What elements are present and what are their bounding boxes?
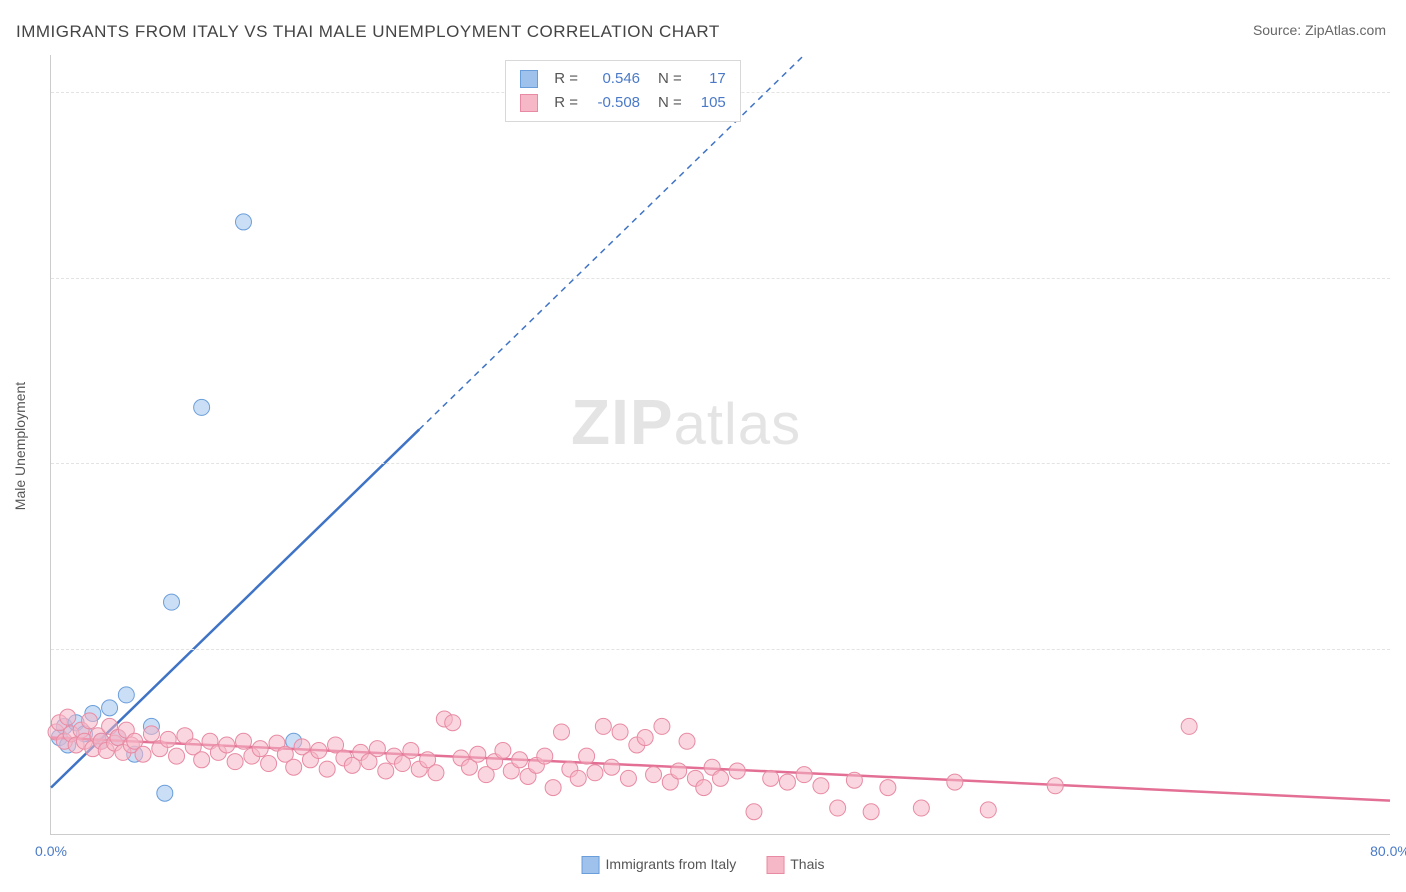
- scatter-plot-area: ZIPatlas 10.0%20.0%30.0%40.0%0.0%80.0%: [50, 55, 1390, 835]
- data-point-thai: [612, 724, 628, 740]
- data-point-thai: [570, 770, 586, 786]
- plot-svg: [51, 55, 1390, 834]
- chart-title: IMMIGRANTS FROM ITALY VS THAI MALE UNEMP…: [16, 22, 720, 42]
- data-point-thai: [545, 780, 561, 796]
- x-tick-label: 80.0%: [1370, 843, 1406, 859]
- n-value: 105: [692, 91, 726, 115]
- data-point-thai: [169, 748, 185, 764]
- data-point-thai: [980, 802, 996, 818]
- gridline: [51, 278, 1390, 279]
- y-tick-label: 30.0%: [1395, 270, 1406, 286]
- data-point-thai: [595, 718, 611, 734]
- series-swatch: [520, 70, 538, 88]
- data-point-thai: [696, 780, 712, 796]
- data-point-thai: [445, 715, 461, 731]
- data-point-thai: [252, 741, 268, 757]
- data-point-thai: [587, 765, 603, 781]
- data-point-thai: [403, 743, 419, 759]
- y-axis-label: Male Unemployment: [12, 382, 28, 510]
- data-point-thai: [637, 730, 653, 746]
- data-point-thai: [947, 774, 963, 790]
- data-point-thai: [763, 770, 779, 786]
- data-point-thai: [470, 746, 486, 762]
- data-point-thai: [81, 713, 97, 729]
- data-point-thai: [135, 746, 151, 762]
- data-point-thai: [779, 774, 795, 790]
- data-point-thai: [219, 737, 235, 753]
- data-point-thai: [713, 770, 729, 786]
- data-point-thai: [654, 718, 670, 734]
- data-point-thai: [796, 767, 812, 783]
- data-point-thai: [60, 709, 76, 725]
- data-point-thai: [286, 759, 302, 775]
- data-point-thai: [235, 733, 251, 749]
- n-label: N =: [658, 91, 682, 115]
- data-point-thai: [428, 765, 444, 781]
- legend-label: Immigrants from Italy: [606, 856, 737, 872]
- legend-bottom: Immigrants from Italy Thais: [582, 856, 825, 874]
- data-point-thai: [729, 763, 745, 779]
- gridline: [51, 649, 1390, 650]
- data-point-italy: [102, 700, 118, 716]
- data-point-thai: [227, 754, 243, 770]
- data-point-thai: [813, 778, 829, 794]
- legend-swatch: [766, 856, 784, 874]
- data-point-thai: [143, 726, 159, 742]
- source-attribution: Source: ZipAtlas.com: [1253, 22, 1386, 38]
- data-point-thai: [319, 761, 335, 777]
- gridline: [51, 463, 1390, 464]
- legend-label: Thais: [790, 856, 824, 872]
- data-point-thai: [579, 748, 595, 764]
- legend-swatch: [582, 856, 600, 874]
- info-row: R = 0.546 N = 17: [520, 67, 726, 91]
- data-point-italy: [235, 214, 251, 230]
- data-point-thai: [679, 733, 695, 749]
- data-point-italy: [194, 399, 210, 415]
- trend-line-thai: [51, 738, 1390, 801]
- correlation-info-box: R = 0.546 N = 17 R = -0.508 N = 105: [505, 60, 741, 122]
- r-label: R =: [554, 67, 578, 91]
- data-point-thai: [604, 759, 620, 775]
- data-point-thai: [863, 804, 879, 820]
- data-point-thai: [378, 763, 394, 779]
- data-point-thai: [671, 763, 687, 779]
- data-point-italy: [164, 594, 180, 610]
- data-point-thai: [512, 752, 528, 768]
- n-value: 17: [692, 67, 726, 91]
- data-point-thai: [746, 804, 762, 820]
- legend-item: Immigrants from Italy: [582, 856, 737, 874]
- data-point-thai: [553, 724, 569, 740]
- info-row: R = -0.508 N = 105: [520, 91, 726, 115]
- y-tick-label: 10.0%: [1395, 641, 1406, 657]
- data-point-thai: [1181, 718, 1197, 734]
- data-point-thai: [194, 752, 210, 768]
- r-label: R =: [554, 91, 578, 115]
- data-point-thai: [311, 743, 327, 759]
- data-point-thai: [261, 756, 277, 772]
- data-point-thai: [160, 731, 176, 747]
- data-point-thai: [495, 743, 511, 759]
- series-swatch: [520, 94, 538, 112]
- r-value: -0.508: [588, 91, 640, 115]
- data-point-thai: [846, 772, 862, 788]
- data-point-italy: [157, 785, 173, 801]
- r-value: 0.546: [588, 67, 640, 91]
- data-point-italy: [118, 687, 134, 703]
- data-point-thai: [369, 741, 385, 757]
- y-tick-label: 20.0%: [1395, 455, 1406, 471]
- data-point-thai: [830, 800, 846, 816]
- y-tick-label: 40.0%: [1395, 84, 1406, 100]
- legend-item: Thais: [766, 856, 824, 874]
- data-point-thai: [646, 767, 662, 783]
- x-tick-label: 0.0%: [35, 843, 67, 859]
- data-point-thai: [913, 800, 929, 816]
- data-point-thai: [537, 748, 553, 764]
- data-point-thai: [880, 780, 896, 796]
- data-point-thai: [620, 770, 636, 786]
- data-point-thai: [1047, 778, 1063, 794]
- n-label: N =: [658, 67, 682, 91]
